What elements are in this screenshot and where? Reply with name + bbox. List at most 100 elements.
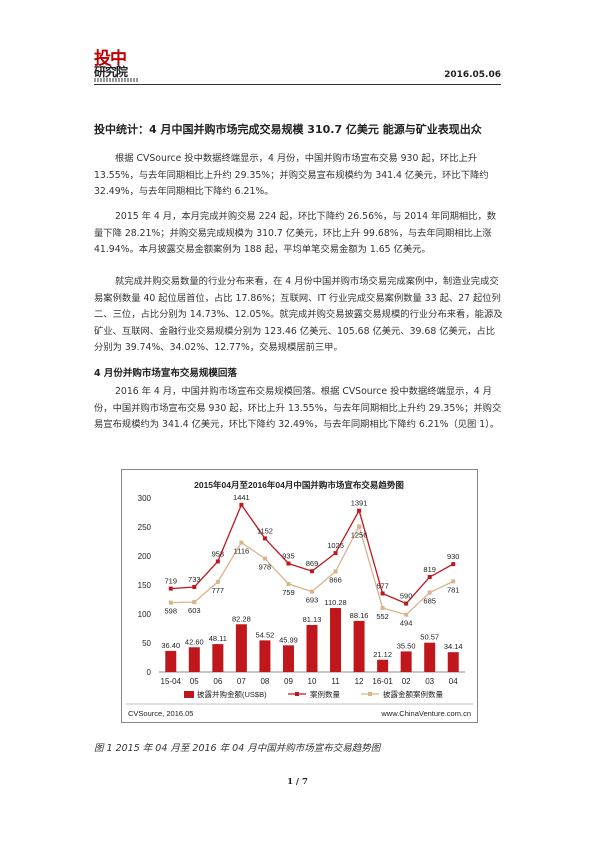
y-tick-label: 100 <box>138 610 152 619</box>
case-count-label: 930 <box>447 552 460 561</box>
case-count-label: 1391 <box>351 499 368 508</box>
legend-label-disclosed: 披露金额案例数量 <box>383 689 443 699</box>
x-tick-label: 16-01 <box>372 677 393 686</box>
point-case-count <box>168 586 173 591</box>
legend-marker-case <box>295 692 299 696</box>
x-tick-label: 10 <box>308 677 317 686</box>
bar-value-label: 48.11 <box>209 634 227 643</box>
point-case-count <box>286 561 291 566</box>
bar-value-label: 50.57 <box>420 633 439 642</box>
point-case-count <box>239 502 244 507</box>
disclosed-count-label: 598 <box>165 607 178 616</box>
case-count-label: 719 <box>165 577 178 586</box>
disclosed-count-label: 552 <box>376 612 389 621</box>
point-disclosed-count <box>168 600 173 605</box>
bar-value-label: 21.12 <box>373 650 392 659</box>
y-tick-label: 250 <box>138 523 152 532</box>
bar-value-label: 110.28 <box>324 598 346 607</box>
point-disclosed-count <box>310 589 314 594</box>
logo: 投中 研究院 <box>94 44 138 84</box>
bar-amount <box>188 647 200 672</box>
disclosed-count-label: 685 <box>423 597 436 606</box>
point-case-count <box>310 569 314 574</box>
point-case-count <box>451 562 456 567</box>
x-tick-label: 12 <box>355 677 364 686</box>
case-count-label: 869 <box>306 559 319 568</box>
point-disclosed-count <box>286 581 291 586</box>
disclosed-count-label: 759 <box>282 588 295 597</box>
bar-amount <box>259 640 271 672</box>
point-disclosed-count <box>192 600 197 605</box>
disclosed-count-label: 693 <box>306 596 319 605</box>
y-tick-label: 50 <box>142 639 151 648</box>
point-disclosed-count <box>215 579 220 584</box>
bar-value-label: 42.60 <box>185 637 204 646</box>
bar-value-label: 45.99 <box>279 635 298 644</box>
x-tick-label: 05 <box>190 677 199 686</box>
point-disclosed-count <box>239 540 244 545</box>
case-count-label: 677 <box>376 581 389 590</box>
point-case-count <box>404 601 409 606</box>
bar-amount <box>235 624 247 672</box>
x-tick-label: 03 <box>425 677 434 686</box>
section-paragraph: 2016 年 4 月，中国并购市场宣布交易规模回落。根据 CVSource 投中… <box>94 386 502 430</box>
case-count-label: 1025 <box>327 541 344 550</box>
bar-amount <box>353 620 365 672</box>
paragraph-3: 就完成并购交易数量的行业分布来看，在 4 月份中国并购市场交易完成案例中，制造业… <box>94 276 503 353</box>
disclosed-count-label: 866 <box>329 576 342 585</box>
logo-main: 投中 <box>94 49 127 69</box>
x-tick-label: 07 <box>237 677 246 686</box>
x-tick-label: 09 <box>284 677 293 686</box>
disclosed-count-label: 781 <box>447 585 460 594</box>
y-tick-label: 300 <box>138 494 152 503</box>
legend-label-bar: 披露并购金额(US$B) <box>197 689 267 699</box>
point-case-count <box>215 559 220 564</box>
case-count-label: 953 <box>212 549 225 558</box>
disclosed-count-label: 603 <box>188 606 201 615</box>
header-rule <box>94 84 501 85</box>
x-tick-label: 11 <box>331 677 340 686</box>
chart-source-right: www.ChinaVenture.com.cn <box>380 709 471 718</box>
case-count-label: 590 <box>400 592 413 601</box>
bar-value-label: 54.52 <box>256 630 275 639</box>
point-case-count <box>427 574 432 579</box>
x-tick-label: 15-04 <box>161 677 182 686</box>
point-case-count <box>192 584 197 589</box>
x-tick-label: 06 <box>213 677 222 686</box>
x-tick-label: 08 <box>260 677 269 686</box>
x-tick-label: 04 <box>449 677 458 686</box>
disclosed-count-label: 978 <box>259 563 272 572</box>
point-disclosed-count <box>357 524 362 529</box>
bar-value-label: 82.28 <box>232 614 251 623</box>
bar-amount <box>400 651 412 672</box>
paragraph-2: 2015 年 4 月，本月完成并购交易 224 起，环比下降约 26.56%，与… <box>94 211 497 255</box>
point-case-count <box>357 508 362 513</box>
point-case-count <box>262 536 267 541</box>
bar-amount <box>377 659 389 672</box>
x-tick-label: 02 <box>402 677 411 686</box>
case-count-label: 935 <box>282 552 295 561</box>
point-disclosed-count <box>427 590 432 595</box>
disclosed-count-label: 1116 <box>234 547 250 556</box>
bar-value-label: 36.40 <box>161 641 180 650</box>
bar-amount <box>330 608 342 672</box>
legend-swatch-bar <box>184 691 194 698</box>
chart-source-left: CVSource, 2016.05 <box>128 709 193 718</box>
figure-caption: 图 1 2015 年 04 月至 2016 年 04 月中国并购市场宣布交易趋势… <box>94 743 381 754</box>
section-heading: 4 月份并购市场宣布交易规模回落 <box>94 368 237 379</box>
disclosed-count-label: 777 <box>212 586 225 595</box>
report-date: 2016.05.06 <box>444 70 501 80</box>
point-disclosed-count <box>333 569 338 574</box>
legend-label-case: 案例数量 <box>310 689 340 699</box>
page-number: 1 / 7 <box>287 777 308 787</box>
point-disclosed-count <box>262 556 267 561</box>
disclosed-count-label: 494 <box>400 619 413 628</box>
point-disclosed-count <box>404 612 409 617</box>
logo-tagline <box>94 78 138 82</box>
point-disclosed-count <box>451 579 456 584</box>
paragraph-1: 根据 CVSource 投中数据终端显示，4 月份，中国并购市场宣布交易 930… <box>94 153 489 197</box>
y-tick-label: 150 <box>138 581 152 590</box>
trend-chart-svg: 2015年04月至2016年04月中国并购市场宣布交易趋势图0501001502… <box>126 480 473 718</box>
trend-chart: 2015年04月至2016年04月中国并购市场宣布交易趋势图 0 50 100 150 2… <box>121 469 478 723</box>
bar-amount <box>165 650 177 672</box>
